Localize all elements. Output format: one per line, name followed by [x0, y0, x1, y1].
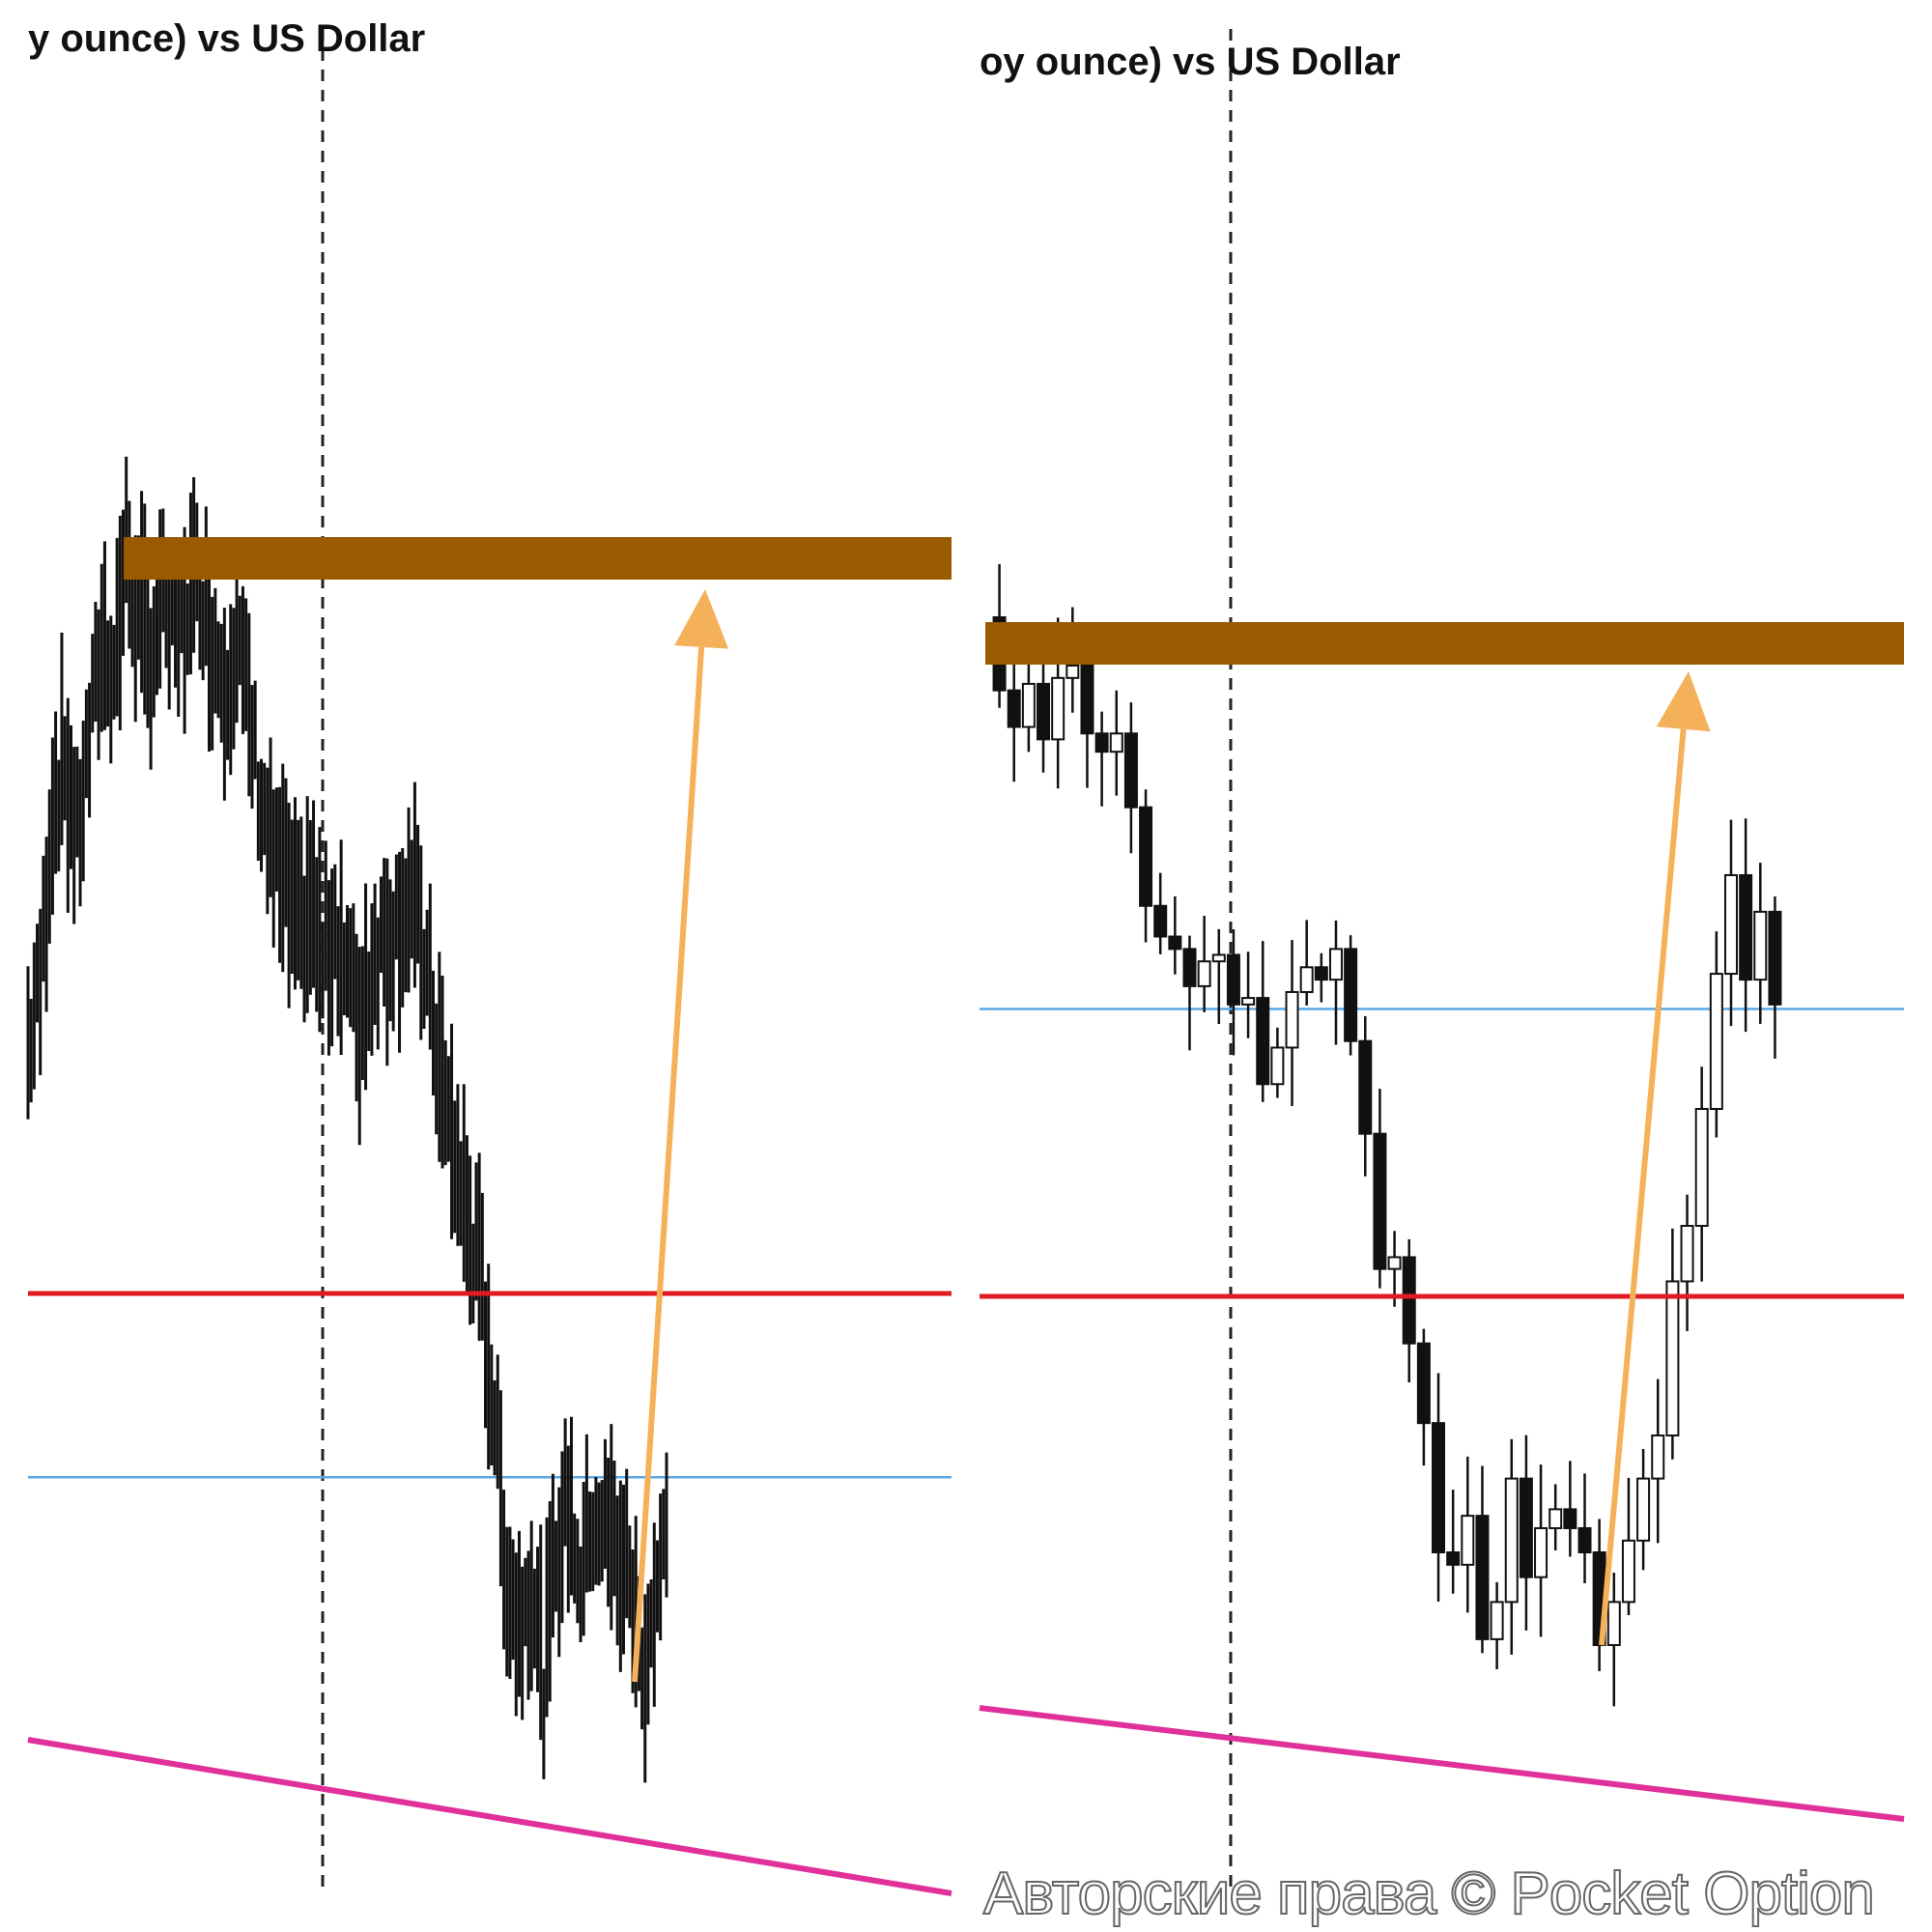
bullish-candle — [1065, 664, 1080, 679]
bearish-candle — [1080, 664, 1094, 735]
bullish-candle — [1709, 973, 1723, 1110]
bearish-candle — [1563, 1508, 1577, 1529]
bearish-candle — [1446, 1550, 1461, 1566]
bullish-candle — [1270, 1046, 1285, 1086]
bearish-candle — [1416, 1342, 1431, 1425]
magenta-trend-line — [979, 1705, 1905, 1822]
bullish-candle — [1621, 1539, 1635, 1604]
bullish-candle — [1606, 1601, 1621, 1646]
bearish-candle — [1123, 732, 1138, 809]
bearish-candle — [1402, 1256, 1416, 1345]
bullish-candle — [1328, 948, 1343, 981]
bullish-candle — [1504, 1477, 1519, 1604]
bearish-candle — [1153, 904, 1168, 938]
bullish-candle — [1723, 873, 1738, 976]
bearish-candle — [1432, 1422, 1446, 1553]
bullish-candle — [1694, 1107, 1709, 1227]
bearish-candle — [1256, 997, 1270, 1086]
arrow-head-icon — [674, 589, 729, 649]
bearish-candle — [1519, 1477, 1533, 1578]
bullish-candle — [1548, 1508, 1563, 1529]
bullish-candle — [1680, 1224, 1694, 1283]
bearish-candle — [1768, 910, 1782, 1006]
bearish-candle — [1358, 1039, 1373, 1135]
bearish-candle — [1037, 682, 1051, 741]
bearish-candle — [1094, 732, 1109, 753]
bearish-candle — [1139, 806, 1153, 907]
bullish-candle — [1241, 997, 1256, 1006]
resistance-zone — [985, 622, 1904, 665]
bearish-candle — [1007, 689, 1021, 728]
bullish-candle — [1534, 1526, 1548, 1578]
bearish-candle — [1168, 935, 1182, 951]
bullish-candle — [1387, 1256, 1402, 1270]
magenta-trend-line — [27, 1737, 952, 1896]
resistance-zone — [124, 537, 952, 580]
bearish-candle — [1475, 1515, 1490, 1640]
bullish-candle — [1651, 1434, 1665, 1480]
bullish-candle — [1109, 732, 1123, 753]
bearish-candle — [1226, 953, 1240, 1006]
bearish-candle — [1739, 873, 1753, 981]
bearish-candle — [1314, 966, 1328, 981]
bullish-candle — [1211, 953, 1226, 963]
bearish-candle — [1344, 948, 1358, 1042]
right-chart-title: oy ounce) vs US Dollar — [980, 41, 1401, 83]
bullish-candle — [1051, 676, 1065, 741]
bullish-candle — [1285, 990, 1299, 1049]
bullish-candle — [1021, 682, 1036, 728]
bullish-candle — [1197, 960, 1211, 987]
bullish-candle — [1490, 1601, 1504, 1640]
left-chart-title: y ounce) vs US Dollar — [28, 17, 426, 60]
bearish-candle — [1577, 1526, 1592, 1553]
bearish-candle — [1182, 948, 1197, 987]
bullish-candle — [1753, 910, 1768, 981]
arrow-shaft — [1599, 728, 1687, 1646]
bullish-candle — [1299, 966, 1314, 993]
bearish-candle — [1373, 1132, 1387, 1270]
bullish-candle — [1636, 1477, 1651, 1542]
bullish-candle — [1665, 1280, 1680, 1436]
bullish-candle — [1461, 1515, 1475, 1566]
watermark: Авторские права © Pocket Option — [982, 1860, 1876, 1928]
arrow-head-icon — [1656, 671, 1711, 732]
arrow-shaft — [632, 646, 705, 1683]
